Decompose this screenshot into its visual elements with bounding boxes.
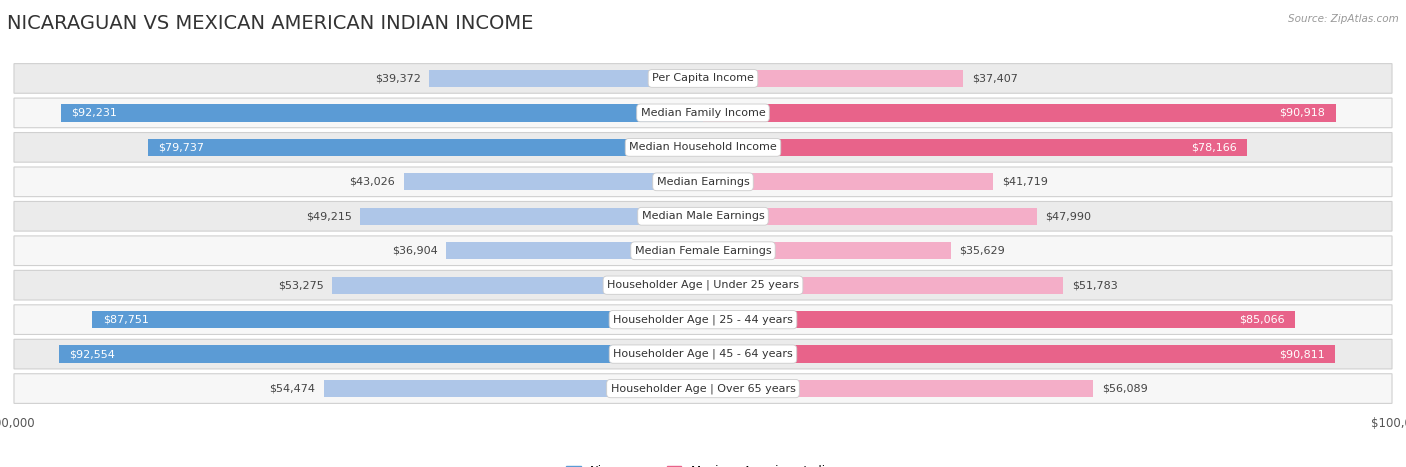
Text: $90,918: $90,918 xyxy=(1279,108,1326,118)
Bar xyxy=(703,173,994,191)
Text: $78,166: $78,166 xyxy=(1191,142,1236,152)
Text: $92,231: $92,231 xyxy=(72,108,118,118)
Text: Median Female Earnings: Median Female Earnings xyxy=(634,246,772,256)
Text: Median Family Income: Median Family Income xyxy=(641,108,765,118)
Bar xyxy=(60,104,703,121)
Text: NICARAGUAN VS MEXICAN AMERICAN INDIAN INCOME: NICARAGUAN VS MEXICAN AMERICAN INDIAN IN… xyxy=(7,14,533,33)
FancyBboxPatch shape xyxy=(14,374,1392,403)
Text: $41,719: $41,719 xyxy=(1001,177,1047,187)
FancyBboxPatch shape xyxy=(14,270,1392,300)
FancyBboxPatch shape xyxy=(14,305,1392,334)
Bar xyxy=(703,380,1094,397)
Text: Householder Age | Under 25 years: Householder Age | Under 25 years xyxy=(607,280,799,290)
Text: $53,275: $53,275 xyxy=(278,280,323,290)
FancyBboxPatch shape xyxy=(14,64,1392,93)
Text: $92,554: $92,554 xyxy=(69,349,115,359)
Text: Per Capita Income: Per Capita Income xyxy=(652,73,754,84)
Text: $51,783: $51,783 xyxy=(1071,280,1118,290)
Text: Median Earnings: Median Earnings xyxy=(657,177,749,187)
Text: $90,811: $90,811 xyxy=(1279,349,1324,359)
Legend: Nicaraguan, Mexican American Indian: Nicaraguan, Mexican American Indian xyxy=(561,460,845,467)
Bar xyxy=(703,70,963,87)
Text: $47,990: $47,990 xyxy=(1045,211,1091,221)
Text: $54,474: $54,474 xyxy=(270,383,315,394)
FancyBboxPatch shape xyxy=(14,340,1392,369)
FancyBboxPatch shape xyxy=(14,133,1392,162)
Bar xyxy=(404,173,703,191)
Bar xyxy=(703,276,1063,294)
Bar xyxy=(429,70,703,87)
Text: $79,737: $79,737 xyxy=(159,142,204,152)
Text: Median Household Income: Median Household Income xyxy=(628,142,778,152)
Bar xyxy=(703,311,1295,328)
Bar xyxy=(703,208,1038,225)
Text: $49,215: $49,215 xyxy=(307,211,352,221)
Text: $39,372: $39,372 xyxy=(375,73,420,84)
Bar xyxy=(148,139,703,156)
Text: $85,066: $85,066 xyxy=(1239,315,1285,325)
Bar xyxy=(446,242,703,259)
Text: Householder Age | 45 - 64 years: Householder Age | 45 - 64 years xyxy=(613,349,793,359)
Bar xyxy=(703,346,1336,363)
Bar xyxy=(360,208,703,225)
FancyBboxPatch shape xyxy=(14,167,1392,197)
Text: Median Male Earnings: Median Male Earnings xyxy=(641,211,765,221)
Bar xyxy=(332,276,703,294)
Bar xyxy=(323,380,703,397)
Text: $43,026: $43,026 xyxy=(350,177,395,187)
Text: $37,407: $37,407 xyxy=(972,73,1018,84)
Text: $35,629: $35,629 xyxy=(959,246,1005,256)
Bar xyxy=(703,242,950,259)
Bar xyxy=(703,104,1336,121)
Bar xyxy=(703,139,1247,156)
Text: Source: ZipAtlas.com: Source: ZipAtlas.com xyxy=(1288,14,1399,24)
Text: Householder Age | 25 - 44 years: Householder Age | 25 - 44 years xyxy=(613,314,793,325)
Bar xyxy=(59,346,703,363)
Text: $56,089: $56,089 xyxy=(1102,383,1147,394)
Text: $36,904: $36,904 xyxy=(392,246,437,256)
FancyBboxPatch shape xyxy=(14,236,1392,266)
Bar xyxy=(93,311,703,328)
FancyBboxPatch shape xyxy=(14,98,1392,127)
FancyBboxPatch shape xyxy=(14,201,1392,231)
Text: Householder Age | Over 65 years: Householder Age | Over 65 years xyxy=(610,383,796,394)
Text: $87,751: $87,751 xyxy=(103,315,149,325)
